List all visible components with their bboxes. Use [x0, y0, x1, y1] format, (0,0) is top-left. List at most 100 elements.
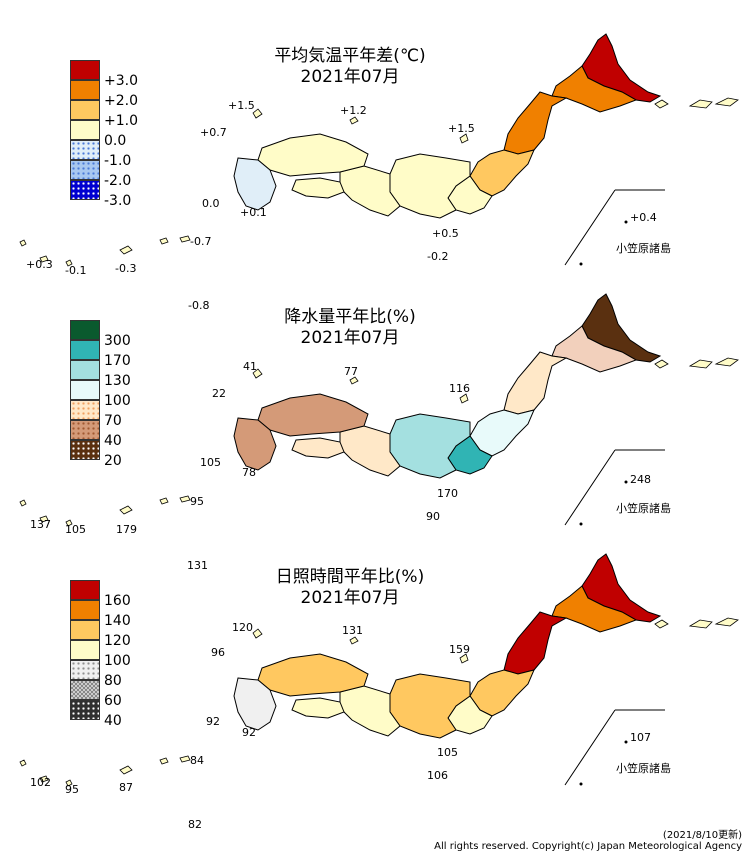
legend-label: 0.0: [104, 133, 127, 149]
legend-label: 40: [104, 713, 122, 729]
legend-label: -1.0: [104, 153, 132, 169]
legend-label: +2.0: [104, 93, 138, 109]
station-value-label: 131: [342, 624, 363, 637]
legend-swatch: [70, 80, 100, 100]
station-value-label: 170: [437, 487, 458, 500]
station-value-label: 90: [426, 510, 440, 523]
station-value-label: +0.3: [26, 258, 53, 271]
ogasawara-label: 小笠原諸島: [616, 242, 671, 255]
region-shikoku: [291, 697, 345, 719]
legend-label: 80: [104, 673, 122, 689]
station-value-label: 120: [232, 621, 253, 634]
station-value-label: 41: [243, 360, 257, 373]
precipitation-ratio-panel: 降水量平年比(%) 2021年07月 300 170 130 100 70 40 20 -0.…: [0, 260, 750, 540]
region-tohoku_n: [503, 611, 568, 675]
legend-swatch: [70, 320, 100, 340]
region-kinki: [339, 425, 401, 477]
region-kyushu: [233, 677, 277, 731]
legend-label: -3.0: [104, 193, 132, 209]
panel-title: 平均気温平年差(℃) 2021年07月: [250, 46, 450, 88]
station-value-label: 22: [212, 387, 226, 400]
station-value-label: +1.2: [340, 104, 367, 117]
legend-label: +1.0: [104, 113, 138, 129]
region-kyushu: [233, 157, 277, 211]
station-value-label: -0.3: [115, 262, 137, 275]
legend-swatch: [70, 680, 100, 700]
title-line-1: 日照時間平年比(%): [275, 567, 425, 587]
legend-swatch: [70, 340, 100, 360]
station-value-label: +0.4: [630, 211, 657, 224]
legend-swatch: [70, 700, 100, 720]
station-value-label: 102: [30, 776, 51, 789]
region-kinki: [339, 685, 401, 737]
legend-label: 120: [104, 633, 131, 649]
station-value-label: -0.2: [427, 250, 449, 263]
station-value-label: 106: [427, 769, 448, 782]
legend-swatch: [70, 580, 100, 600]
title-line-2: 2021年07月: [300, 588, 400, 608]
legend-swatch: [70, 640, 100, 660]
station-value-label: +1.5: [448, 122, 475, 135]
legend-label: 60: [104, 693, 122, 709]
station-value-label: +0.7: [200, 126, 227, 139]
region-tohoku_s: [469, 669, 535, 717]
region-kyushu: [233, 417, 277, 471]
legend-swatch: [70, 400, 100, 420]
region-shikoku: [291, 177, 345, 199]
region-hokkaido_s: [551, 65, 638, 113]
legend-label: 20: [104, 453, 122, 469]
update-date: (2021/8/10更新): [662, 830, 742, 841]
legend-swatch: [70, 180, 100, 200]
station-value-label: 179: [116, 523, 137, 536]
station-value-label: 248: [630, 473, 651, 486]
panel-title: 日照時間平年比(%) 2021年07月: [250, 567, 450, 609]
region-shikoku: [291, 437, 345, 459]
station-value-label: 82: [188, 818, 202, 831]
legend-label: 300: [104, 333, 131, 349]
station-value-label: 92: [206, 715, 220, 728]
japan-map: [19, 33, 739, 267]
station-value-label: 0.0: [202, 197, 220, 210]
title-line-2: 2021年07月: [300, 328, 400, 348]
station-value-label: +1.5: [228, 99, 255, 112]
temperature-anomaly-panel: 平均気温平年差(℃) 2021年07月 +3.0 +2.0 +1.0 0.0 -1.0 -…: [0, 0, 750, 280]
station-value-label: 105: [437, 746, 458, 759]
legend-swatch: [70, 120, 100, 140]
sunshine-ratio-panel: 日照時間平年比(%) 2021年07月 160 140 120 100 80 60 40 13…: [0, 520, 750, 830]
station-value-label: 84: [190, 754, 204, 767]
station-value-label: 77: [344, 365, 358, 378]
ogasawara-label: 小笠原諸島: [616, 502, 671, 515]
region-hokkaido_s: [551, 325, 638, 373]
station-value-label: 78: [242, 466, 256, 479]
legend-swatch: [70, 660, 100, 680]
station-value-label: 137: [30, 518, 51, 531]
region-tohoku_s: [469, 409, 535, 457]
station-value-label: +0.1: [240, 206, 267, 219]
station-value-label: 131: [187, 559, 208, 572]
region-tohoku_s: [469, 149, 535, 197]
legend-swatch: [70, 620, 100, 640]
japan-map: [19, 553, 739, 787]
copyright-text: All rights reserved. Copyright(c) Japan …: [434, 841, 742, 852]
legend-label: -2.0: [104, 173, 132, 189]
legend-swatch: [70, 140, 100, 160]
legend-swatch: [70, 420, 100, 440]
legend-swatch: [70, 440, 100, 460]
station-value-label: +0.5: [432, 227, 459, 240]
japan-map: [19, 293, 739, 527]
legend-swatch: [70, 160, 100, 180]
legend-swatch: [70, 380, 100, 400]
ogasawara-label: 小笠原諸島: [616, 762, 671, 775]
station-value-label: 95: [190, 495, 204, 508]
station-value-label: 105: [200, 456, 221, 469]
legend-label: 140: [104, 613, 131, 629]
station-value-label: -0.1: [65, 264, 87, 277]
legend-swatch: [70, 100, 100, 120]
legend-swatch: [70, 60, 100, 80]
station-value-label: 96: [211, 646, 225, 659]
legend-swatch: [70, 360, 100, 380]
legend-label: 40: [104, 433, 122, 449]
footer: (2021/8/10更新) All rights reserved. Copyr…: [434, 830, 742, 852]
legend-label: +3.0: [104, 73, 138, 89]
station-value-label: 116: [449, 382, 470, 395]
